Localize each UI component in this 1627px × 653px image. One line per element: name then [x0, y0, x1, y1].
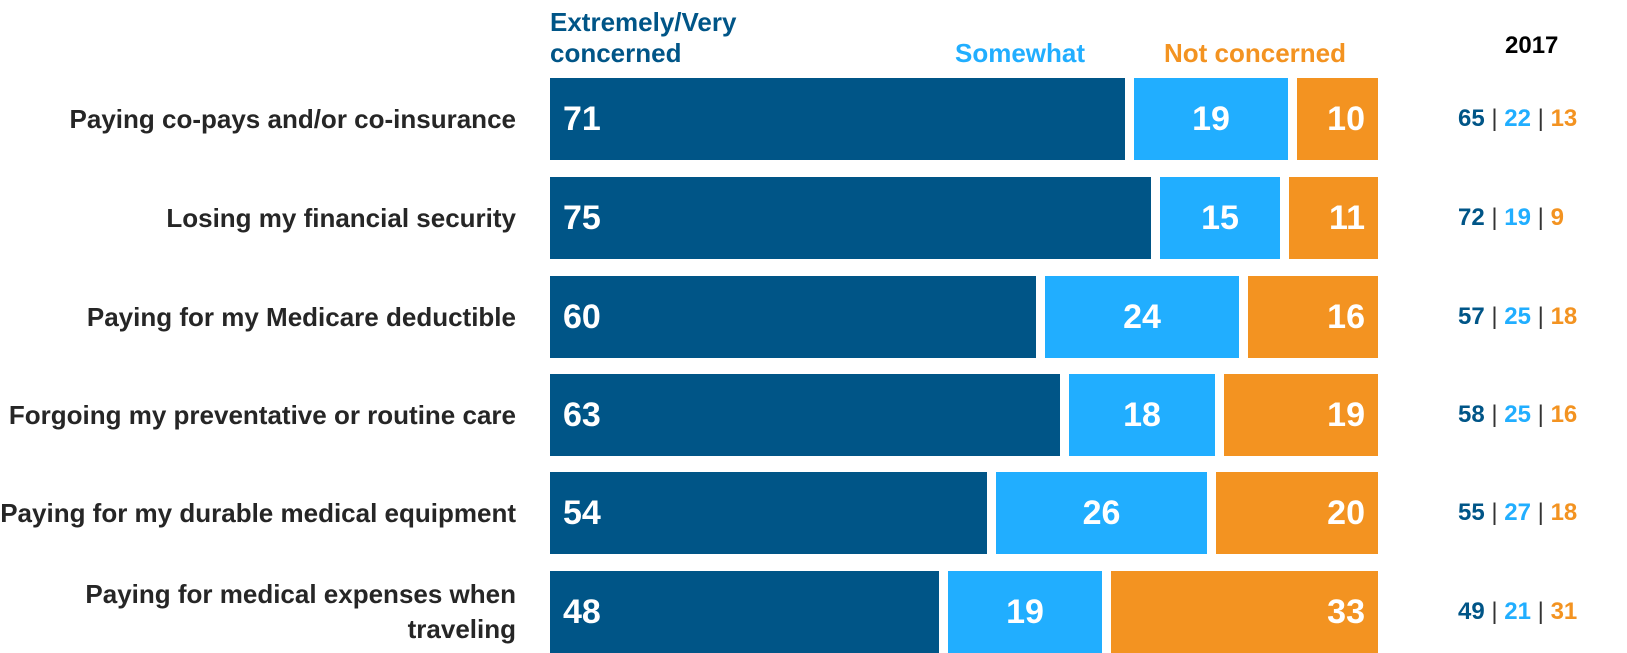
bar-segment-extremely-very-concerned: 63: [550, 374, 1060, 456]
bar-segment-not-concerned: 20: [1216, 472, 1378, 554]
category-label: Losing my financial security: [166, 202, 516, 233]
comparison-values: 49 | 21 | 31: [1458, 597, 1577, 627]
comparison-values: 57 | 25 | 18: [1458, 302, 1577, 332]
comparison-separator: |: [1530, 499, 1551, 526]
comparison-year-label: 2017: [1505, 32, 1559, 59]
comparison-value-somewhat: 27: [1504, 499, 1531, 526]
category-label: Paying for my Medicare deductible: [86, 301, 516, 332]
comparison-separator: |: [1530, 303, 1551, 330]
bar-segment-somewhat: 26: [996, 472, 1207, 554]
comparison-value-extremely-very-concerned: 55: [1458, 499, 1485, 526]
category-label: Paying co-pays and/or co-insurance: [69, 103, 516, 134]
comparison-value-extremely-very-concerned: 65: [1458, 105, 1485, 132]
bar-segment-not-concerned: 10: [1297, 78, 1378, 160]
comparison-value-somewhat: 25: [1504, 401, 1531, 428]
comparison-separator: |: [1530, 204, 1551, 231]
bar-segment-not-concerned: 16: [1248, 276, 1378, 358]
comparison-value-somewhat: 21: [1504, 598, 1531, 625]
comparison-separator: |: [1530, 105, 1551, 132]
comparison-value-not-concerned: 31: [1550, 598, 1578, 625]
bar-segment-extremely-very-concerned: 75: [550, 177, 1151, 259]
comparison-separator: |: [1484, 401, 1505, 428]
bar-segment-extremely-very-concerned: 48: [550, 571, 939, 653]
bar-segment-not-concerned: 11: [1289, 177, 1378, 259]
comparison-values: 72 | 19 | 9: [1458, 203, 1564, 233]
category-label: Forgoing my preventative or routine care: [8, 399, 516, 430]
legend-somewhat: Somewhat: [955, 38, 1086, 68]
category-label: Paying for my durable medical equipment: [0, 497, 516, 528]
comparison-separator: |: [1484, 303, 1505, 330]
comparison-value-somewhat: 22: [1504, 105, 1531, 132]
bar-segment-extremely-very-concerned: 54: [550, 472, 987, 554]
bar-segment-not-concerned: 33: [1111, 571, 1378, 653]
bar-segment-somewhat: 19: [948, 571, 1102, 653]
bar-segment-not-concerned: 19: [1224, 374, 1378, 456]
comparison-value-somewhat: 25: [1504, 303, 1531, 330]
comparison-separator: |: [1484, 105, 1505, 132]
comparison-values: 65 | 22 | 13: [1458, 104, 1577, 134]
comparison-value-not-concerned: 9: [1550, 204, 1564, 231]
comparison-separator: |: [1530, 401, 1551, 428]
comparison-value-extremely-very-concerned: 72: [1458, 204, 1485, 231]
bar-segment-extremely-very-concerned: 71: [550, 78, 1125, 160]
comparison-separator: |: [1484, 598, 1505, 625]
comparison-value-somewhat: 19: [1504, 204, 1531, 231]
comparison-value-extremely-very-concerned: 58: [1458, 401, 1485, 428]
comparison-value-not-concerned: 18: [1550, 303, 1578, 330]
comparison-separator: |: [1484, 499, 1505, 526]
comparison-value-not-concerned: 16: [1550, 401, 1578, 428]
comparison-value-not-concerned: 18: [1550, 499, 1578, 526]
comparison-value-extremely-very-concerned: 49: [1458, 598, 1485, 625]
comparison-values: 58 | 25 | 16: [1458, 400, 1577, 430]
legend-not-concerned: Not concerned: [1164, 38, 1347, 68]
comparison-values: 55 | 27 | 18: [1458, 498, 1577, 528]
category-label: Paying for medical expenses when traveli…: [85, 579, 516, 644]
comparison-value-not-concerned: 13: [1550, 105, 1578, 132]
comparison-separator: |: [1484, 204, 1505, 231]
comparison-separator: |: [1530, 598, 1551, 625]
bar-segment-somewhat: 24: [1045, 276, 1239, 358]
bar-segment-somewhat: 15: [1160, 177, 1280, 259]
comparison-value-extremely-very-concerned: 57: [1458, 303, 1485, 330]
bar-segment-extremely-very-concerned: 60: [550, 276, 1036, 358]
legend-extremely-very-concerned: Extremely/Very concerned: [550, 7, 737, 68]
bar-segment-somewhat: 18: [1069, 374, 1215, 456]
bar-segment-somewhat: 19: [1134, 78, 1288, 160]
